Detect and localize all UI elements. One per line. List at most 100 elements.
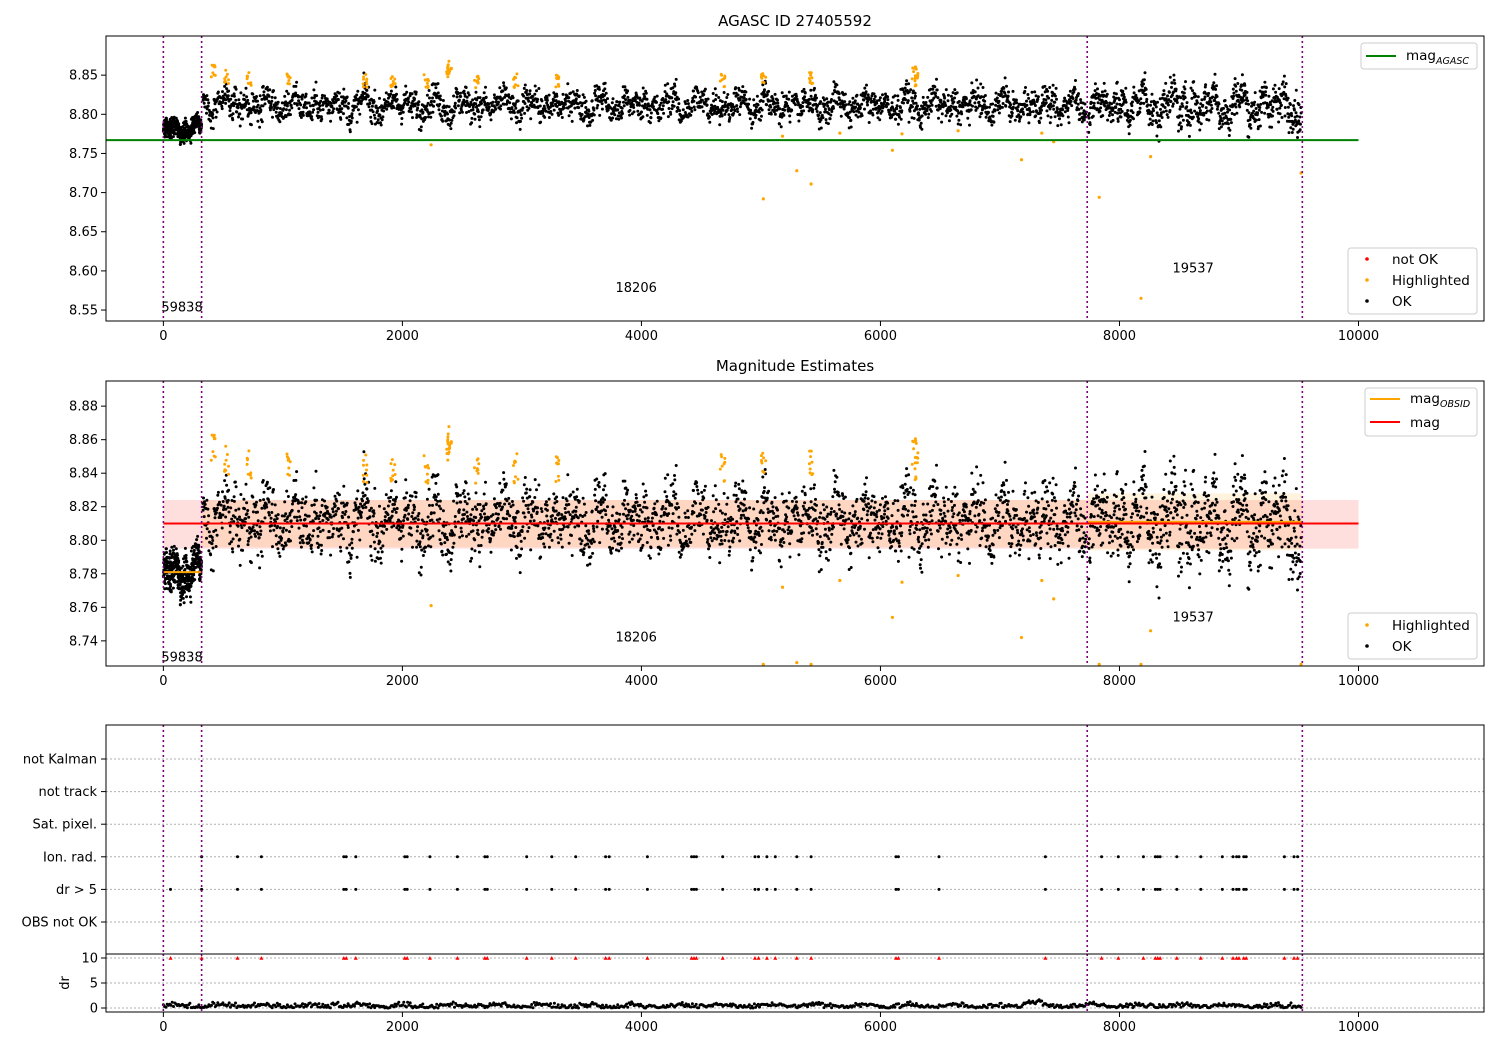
ok-point [832,106,835,110]
ok-point [945,111,949,115]
ok-point [267,511,271,514]
ok-point [1052,107,1056,111]
ok-point [408,499,412,503]
ok-point [1219,116,1223,120]
ok-point [253,529,256,533]
ok-point [1182,91,1186,95]
ok-point [272,528,276,532]
ok-point [432,511,436,515]
ok-point [903,92,907,96]
ok-point [389,89,393,93]
ok-point [376,550,380,554]
ok-point [666,82,670,86]
ok-point [1213,99,1217,102]
ok-point [725,96,729,99]
ok-point [776,101,780,105]
ok-point [421,554,425,557]
ok-point [1092,101,1096,105]
ok-point [1154,105,1158,109]
ok-point [973,101,977,105]
ok-point [877,98,881,102]
ok-point [307,541,311,545]
ok-point [1246,99,1250,103]
obsid-label: 59838 [161,301,202,316]
ok-point [199,118,203,122]
ok-point [1063,96,1067,100]
ok-point [563,102,567,106]
ok-point [178,582,182,586]
ok-point [310,550,314,554]
ok-point [903,86,907,90]
ok-point [847,102,851,106]
ok-point [441,99,445,102]
ok-point [735,107,739,111]
ok-point [233,480,237,484]
ok-point [514,106,518,110]
ok-point [285,104,289,108]
ok-point [620,106,624,110]
ok-point [260,506,264,510]
ok-point [233,102,237,106]
ok-point [1287,131,1291,135]
ok-point [339,117,343,121]
ok-point [689,113,693,117]
ok-point [1290,114,1294,118]
ok-point [480,101,483,105]
ok-point [231,112,235,116]
ok-point [1227,134,1231,137]
ok-point [358,538,362,542]
ok-point [185,595,188,599]
ok-point [244,86,248,90]
ok-point [416,525,420,529]
ok-point [236,106,240,110]
ok-point [458,91,462,95]
ok-point [823,107,827,111]
ok-point [425,104,429,108]
ok-point [395,507,399,510]
ok-point [446,112,449,116]
ok-point [342,484,346,488]
highlighted-point [288,82,291,86]
ok-point [418,545,422,549]
highlighted-point [723,85,726,88]
ok-point [249,111,253,115]
ok-point [459,95,463,98]
ok-point [334,513,338,516]
ok-point [1115,80,1119,84]
ok-point [1235,111,1239,115]
ok-point [342,537,345,541]
ok-point [1294,111,1298,115]
ok-point [1156,100,1159,104]
ok-point [886,98,890,102]
ok-point [297,107,301,111]
ok-point [392,106,396,110]
ok-point [229,540,233,544]
ok-point [1253,100,1257,104]
ok-point [256,510,259,514]
ok-point [355,93,359,97]
ok-point [1151,119,1155,123]
ok-point [686,115,690,119]
ok-point [780,91,784,95]
highlighted-outlier-point [900,132,904,136]
ok-point [360,99,363,103]
ok-point [667,107,671,110]
ok-point [1089,106,1092,110]
ok-point [1247,135,1251,139]
ok-point [267,94,271,98]
ok-point [456,92,460,95]
ok-point [1131,111,1135,115]
ok-point [1128,123,1132,127]
ok-point [956,122,960,126]
ok-point [1209,100,1213,104]
ok-point [1297,103,1301,107]
ok-point [271,115,274,119]
highlighted-outlier-point [1139,296,1143,300]
ok-point [1252,103,1256,107]
ok-point [994,103,998,107]
ok-point [1053,100,1057,104]
ok-point [207,514,211,518]
ok-point [575,89,579,92]
ok-point [370,529,374,533]
ok-point [295,519,299,523]
